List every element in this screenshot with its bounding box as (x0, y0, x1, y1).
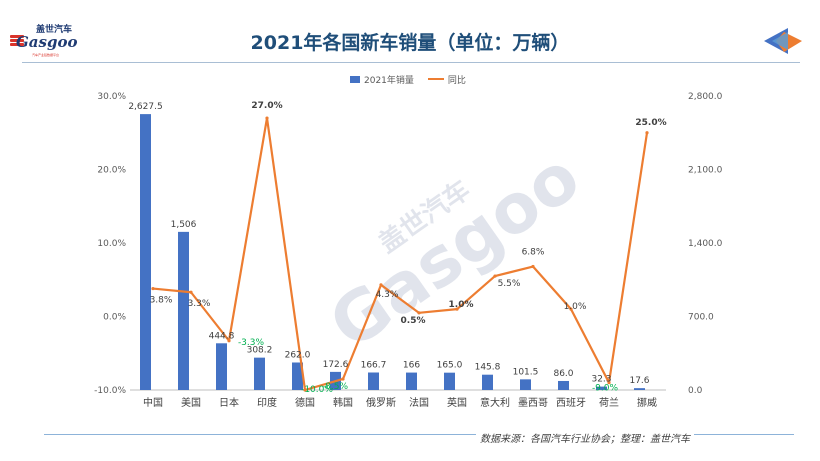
line-value-label: -3.3% (238, 338, 265, 348)
line-point (151, 287, 154, 290)
data-source: 数据来源：各国汽车行业协会；整理：盖世汽车 (476, 430, 694, 445)
line-value-label: 3.3% (188, 299, 211, 309)
bar (520, 379, 531, 390)
watermark-text-en: Gasgoo (316, 138, 594, 366)
x-tick-label: 英国 (447, 396, 467, 409)
y-right-tick-label: 1,400.0 (688, 239, 723, 249)
line-value-label: 1.0% (449, 300, 474, 310)
line-point (265, 116, 268, 119)
line-point (189, 291, 192, 294)
x-tick-label: 美国 (181, 396, 201, 409)
x-tick-label: 中国 (143, 396, 163, 409)
bar-value-label: 166.7 (361, 360, 387, 370)
x-tick-label: 韩国 (333, 396, 353, 409)
line-value-label: 1.0% (564, 302, 587, 312)
line-value-label: 3.8% (150, 296, 173, 306)
bar-value-label: 101.5 (513, 367, 539, 377)
y-right-tick-label: 2,100.0 (688, 166, 723, 176)
x-tick-label: 意大利 (480, 396, 510, 409)
y-right-tick-label: 0.0 (688, 386, 703, 396)
x-tick-label: 西班牙 (556, 397, 586, 409)
x-tick-label: 日本 (219, 396, 239, 409)
line-point (379, 283, 382, 286)
y-left-tick-label: 30.0% (97, 92, 126, 102)
x-tick-label: 荷兰 (599, 396, 619, 409)
y-left-tick-label: -10.0% (94, 386, 126, 396)
line-value-label: -8.5% (322, 382, 349, 392)
y-left-tick-label: 10.0% (97, 239, 126, 249)
bar (558, 381, 569, 390)
y-right-tick-label: 700.0 (688, 313, 714, 323)
bar-value-label: 1,506 (171, 220, 197, 230)
line-value-label: 0.5% (401, 316, 426, 326)
bar (254, 358, 265, 390)
x-tick-label: 俄罗斯 (366, 396, 396, 409)
line-value-label: 5.5% (498, 279, 521, 289)
x-tick-label: 挪威 (637, 396, 657, 409)
bar (140, 114, 151, 390)
bar-value-label: 165.0 (437, 361, 463, 371)
line-value-label: -9.0% (592, 384, 619, 394)
line-value-label: 27.0% (251, 101, 282, 111)
line-point (531, 265, 534, 268)
bar-value-label: 145.8 (475, 363, 501, 373)
y-left-tick-label: 0.0% (103, 313, 126, 323)
bar (444, 373, 455, 390)
bar-value-label: 166 (403, 361, 420, 371)
line-point (645, 131, 648, 134)
bar-value-label: 262.0 (285, 350, 311, 360)
x-tick-label: 德国 (295, 396, 315, 409)
bar (634, 388, 645, 390)
line-point (417, 311, 420, 314)
bar-value-label: 444.8 (209, 331, 235, 341)
bar-value-label: 86.0 (553, 369, 573, 379)
bar-value-label: 17.6 (629, 376, 649, 386)
x-tick-label: 墨西哥 (518, 397, 548, 409)
x-tick-label: 法国 (409, 396, 429, 409)
line-value-label: 25.0% (635, 118, 666, 128)
bar (406, 373, 417, 390)
bar (482, 375, 493, 390)
y-left-tick-label: 20.0% (97, 166, 126, 176)
line-value-label: 4.3% (376, 290, 399, 300)
bar (368, 372, 379, 390)
bar-value-label: 172.6 (323, 360, 349, 370)
y-right-tick-label: 2,800.0 (688, 92, 723, 102)
line-point (493, 274, 496, 277)
bar (178, 232, 189, 390)
bar (216, 343, 227, 390)
line-value-label: 6.8% (522, 248, 545, 258)
bar-value-label: 2,627.5 (128, 102, 162, 112)
x-tick-label: 印度 (257, 396, 277, 409)
line-point (341, 377, 344, 380)
